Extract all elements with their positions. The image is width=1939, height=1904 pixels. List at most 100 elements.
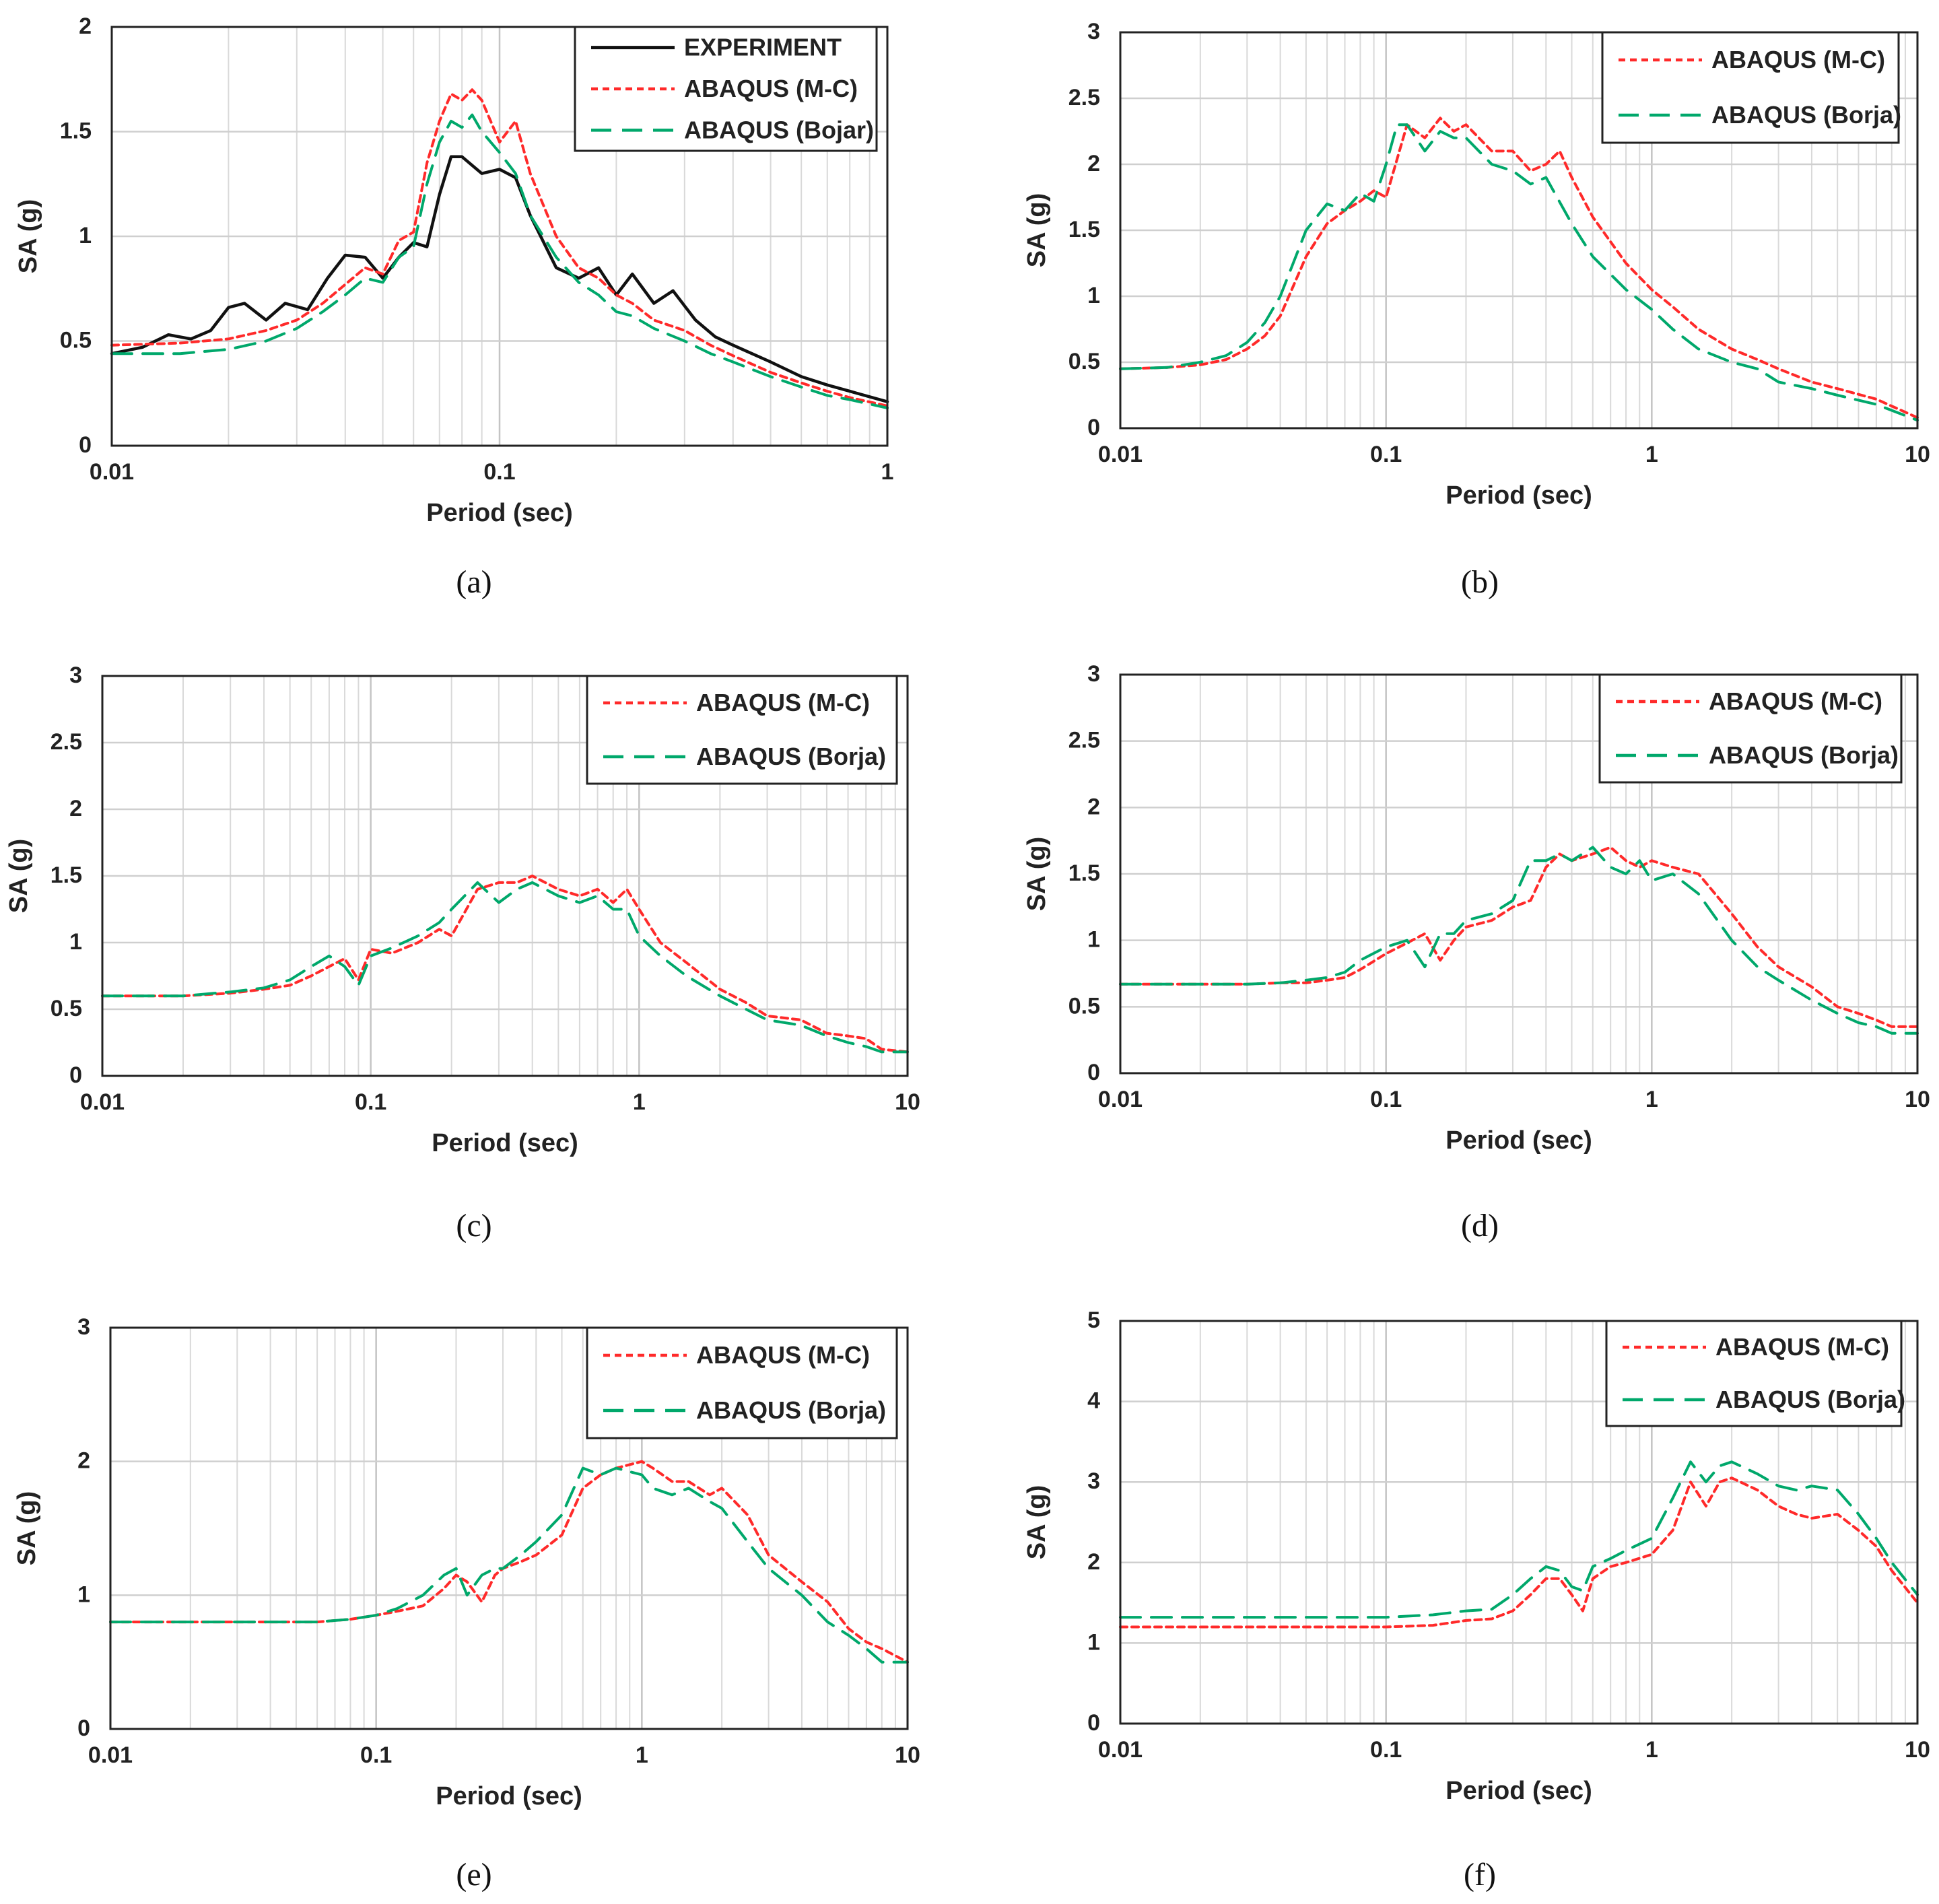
x-tick-label: 10 [895, 1089, 920, 1115]
legend: ABAQUS (M-C) ABAQUS (Borja) [586, 675, 898, 785]
legend-entry: ABAQUS (Bojar) [684, 116, 874, 143]
y-tick-label: 2 [69, 796, 82, 821]
panel-caption: (e) [456, 1857, 491, 1893]
series-line-abaqus-m-c [1119, 846, 1919, 1028]
y-tick-label: 0 [1087, 1060, 1100, 1085]
series-line-experiment [110, 155, 889, 403]
series-line-abaqus-borja [101, 881, 909, 1054]
x-tick-label: 1 [881, 459, 894, 485]
y-tick-label: 3 [77, 1314, 90, 1340]
x-tick-label: 0.1 [355, 1089, 386, 1115]
series-line-abaqus-m-c [101, 875, 909, 1054]
series-line-abaqus-borja [1119, 1460, 1919, 1619]
y-tick-label: 2 [1087, 1549, 1100, 1575]
plot-frame [1119, 673, 1919, 1075]
y-axis-label: SA (g) [13, 1491, 41, 1565]
legend: ABAQUS (M-C) ABAQUS (Borja) [586, 1326, 898, 1439]
x-tick-label: 10 [1905, 1087, 1930, 1112]
x-tick-label: 0.01 [1098, 442, 1143, 467]
legend: EXPERIMENT ABAQUS (M-C) ABAQUS (Bojar) [574, 26, 878, 152]
x-tick-label: 10 [1905, 442, 1930, 467]
chart-panel-e: 0 1 2 3 0.01 0.1 1 10 Period (sec) SA (g) ABAQUS (… [13, 1314, 920, 1893]
x-tick-label: 0.01 [88, 1742, 133, 1768]
plot-frame [109, 1326, 909, 1730]
legend-entry: ABAQUS (Borja) [696, 1396, 886, 1424]
x-axis-label: Period (sec) [432, 1129, 578, 1157]
chart-panel-d: 0 0.5 1 1.5 2 2.5 3 0.01 0.1 1 10 Period (sec) SA (g… [1023, 661, 1930, 1244]
y-tick-label: 3 [1087, 1468, 1100, 1494]
series-line-abaqus-m-c [1119, 1476, 1919, 1629]
chart-panel-f: 0 1 2 3 4 5 0.01 0.1 1 10 Period (sec) SA (g) ABAQUS… [1023, 1307, 1930, 1893]
x-tick-label: 0.01 [90, 459, 134, 485]
y-tick-label: 0 [77, 1715, 90, 1741]
y-tick-label: 0.5 [1068, 349, 1100, 374]
panel-caption: (c) [456, 1208, 491, 1244]
x-tick-label: 1 [1645, 1087, 1658, 1112]
y-tick-label: 5 [1087, 1307, 1100, 1333]
y-tick-label: 2 [77, 1448, 90, 1474]
legend-entry: ABAQUS (M-C) [696, 1341, 870, 1369]
series-line-abaqus-m-c [1119, 116, 1919, 419]
series-line-abaqus-bojar [110, 113, 889, 409]
x-tick-label: 10 [1905, 1737, 1930, 1763]
y-axis-label: SA (g) [1023, 193, 1051, 267]
y-tick-label: 2 [79, 13, 92, 39]
panel-caption: (d) [1461, 1208, 1499, 1244]
plot-frame [1119, 1320, 1919, 1725]
y-tick-label: 2.5 [50, 729, 82, 755]
chart-panel-a: 0 0.5 1 1.5 2 0.01 0.1 1 Period (sec) SA (g) EXPER… [14, 13, 893, 600]
legend-box [1598, 673, 1903, 784]
y-tick-label: 1.5 [60, 118, 92, 144]
legend: ABAQUS (M-C) ABAQUS (Borja) [1598, 673, 1903, 784]
y-tick-label: 0.5 [60, 328, 92, 353]
y-tick-label: 0.5 [50, 996, 82, 1021]
y-tick-label: 2.5 [1068, 728, 1100, 753]
x-tick-label: 1 [1645, 1737, 1658, 1763]
chart-panel-b: 0 0.5 1 1.5 2 2.5 3 0.01 0.1 1 10 Period (sec) SA (g… [1023, 19, 1930, 600]
y-axis-label: SA (g) [14, 199, 42, 273]
panel-caption: (f) [1464, 1857, 1496, 1893]
y-tick-label: 2 [1087, 794, 1100, 819]
chart-panel-c: 0 0.5 1 1.5 2 2.5 3 0.01 0.1 1 10 Period (sec) SA (g… [5, 662, 920, 1244]
x-axis-label: Period (sec) [1445, 481, 1592, 510]
y-axis-label: SA (g) [1023, 837, 1051, 911]
y-tick-label: 2 [1087, 151, 1100, 176]
y-tick-label: 0 [69, 1062, 82, 1088]
legend: ABAQUS (M-C) ABAQUS (Borja) [1601, 31, 1901, 144]
x-tick-label: 0.1 [360, 1742, 392, 1768]
y-tick-label: 1 [69, 929, 82, 955]
y-axis-label: SA (g) [5, 839, 33, 913]
plot-frame [1119, 31, 1919, 430]
legend-entry: ABAQUS (M-C) [684, 75, 858, 102]
legend-entry: ABAQUS (M-C) [1709, 687, 1882, 715]
x-tick-label: 1 [636, 1742, 648, 1768]
y-tick-label: 2.5 [1068, 85, 1100, 110]
legend-box [586, 1326, 898, 1439]
y-tick-label: 1 [79, 223, 92, 248]
y-tick-label: 4 [1087, 1388, 1100, 1414]
plot-frame [101, 675, 909, 1077]
legend-entry: ABAQUS (M-C) [696, 689, 870, 716]
legend: ABAQUS (M-C) ABAQUS (Borja) [1605, 1320, 1905, 1427]
y-tick-label: 1 [77, 1582, 90, 1607]
x-tick-label: 0.1 [1370, 1087, 1402, 1112]
legend-entry: ABAQUS (M-C) [1715, 1333, 1889, 1361]
legend-entry: EXPERIMENT [684, 34, 842, 61]
y-tick-label: 1 [1087, 283, 1100, 308]
y-tick-label: 3 [1087, 661, 1100, 687]
y-tick-label: 0 [1087, 1710, 1100, 1736]
y-tick-label: 3 [69, 662, 82, 688]
y-tick-label: 0 [79, 432, 92, 458]
legend-entry: ABAQUS (Borja) [696, 743, 886, 770]
y-axis-label: SA (g) [1023, 1485, 1051, 1559]
x-tick-label: 1 [1645, 442, 1658, 467]
x-axis-label: Period (sec) [426, 499, 573, 527]
y-tick-label: 1.5 [1068, 860, 1100, 886]
x-tick-label: 1 [633, 1089, 646, 1115]
legend-box [1605, 1320, 1903, 1427]
series-line-abaqus-m-c [110, 88, 889, 407]
x-tick-label: 0.01 [1098, 1737, 1143, 1763]
x-tick-label: 0.1 [1370, 1737, 1402, 1763]
legend-entry: ABAQUS (Borja) [1715, 1386, 1905, 1413]
